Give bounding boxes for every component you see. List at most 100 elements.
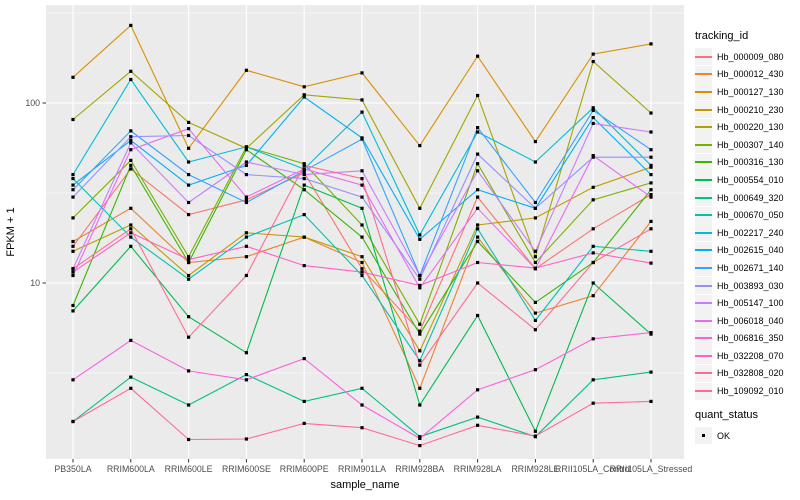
- legend-item-label: Hb_000307_140: [717, 139, 784, 150]
- data-point: [418, 403, 422, 407]
- data-point: [302, 213, 306, 217]
- data-point: [591, 59, 595, 64]
- legend-item-hb_000220_130: Hb_000220_130: [695, 118, 799, 136]
- data-point: [591, 154, 595, 158]
- data-point: [649, 219, 653, 223]
- data-point: [129, 227, 133, 231]
- data-point: [476, 206, 480, 210]
- data-point: [533, 434, 537, 438]
- legend-key-swatch: [695, 153, 712, 171]
- data-point: [302, 357, 306, 361]
- legend-item-hb_000012_430: Hb_000012_430: [695, 65, 799, 84]
- legend-key-line-icon: [695, 390, 712, 393]
- legend-key-line-icon: [695, 73, 712, 76]
- data-point: [302, 264, 306, 268]
- data-point: [418, 286, 422, 290]
- data-point: [649, 370, 653, 374]
- legend-item-label: Hb_000012_430: [717, 69, 784, 80]
- data-point: [533, 429, 537, 433]
- data-point: [129, 167, 133, 171]
- data-point: [360, 169, 364, 173]
- data-point: [244, 273, 248, 278]
- legend-item-label: Hb_109092_010: [717, 386, 784, 397]
- plot-panel: [46, 5, 684, 459]
- legend-item-hb_006018_040: Hb_006018_040: [695, 312, 799, 330]
- legend-key-line-icon: [695, 90, 712, 93]
- data-point: [476, 195, 480, 199]
- data-point: [129, 129, 133, 133]
- legend-title-quant-status: quant_status: [695, 408, 758, 421]
- legend-item-hb_000649_320: Hb_000649_320: [695, 189, 799, 207]
- x-axis-title: sample_name: [330, 479, 399, 491]
- legend-key-line-icon: [695, 55, 712, 58]
- legend-item-label: Hb_002217_240: [717, 227, 784, 238]
- data-point: [71, 239, 75, 244]
- data-point: [71, 419, 75, 424]
- data-point: [591, 108, 595, 112]
- data-point: [71, 270, 75, 274]
- data-point: [649, 399, 653, 403]
- x-tick-label: RRIM901LA: [338, 464, 386, 474]
- data-point: [533, 140, 537, 144]
- data-point: [649, 193, 653, 197]
- legend-item-label: OK: [717, 430, 731, 441]
- data-point: [360, 223, 364, 227]
- data-point: [533, 206, 537, 210]
- legend-key-line-icon: [695, 143, 712, 146]
- data-point: [187, 213, 191, 217]
- y-tick-label: 10: [30, 278, 40, 288]
- data-point: [187, 183, 191, 187]
- data-point: [187, 120, 191, 124]
- data-point: [533, 216, 537, 220]
- legend-key-swatch: [695, 329, 712, 347]
- legend-item-hb_002217_240: Hb_002217_240: [695, 224, 799, 242]
- data-point: [71, 75, 75, 79]
- legend-item-hb_000127_130: Hb_000127_130: [695, 83, 799, 101]
- legend-key-swatch: [695, 382, 712, 400]
- legend-key-swatch: [695, 259, 712, 277]
- data-point: [129, 206, 133, 210]
- legend-key-swatch: [695, 206, 712, 224]
- data-point: [533, 255, 537, 259]
- data-point: [476, 281, 480, 285]
- data-point: [244, 145, 248, 149]
- data-point: [649, 111, 653, 115]
- data-point: [302, 93, 306, 97]
- data-point: [71, 249, 75, 253]
- data-point: [476, 415, 480, 419]
- legend-key-line-icon: [695, 214, 712, 217]
- data-point: [476, 54, 480, 58]
- legend-key-line-icon: [695, 266, 712, 269]
- data-point: [129, 158, 133, 162]
- data-point: [360, 177, 364, 181]
- legend-item-label: Hb_032208_070: [717, 350, 784, 361]
- data-point: [649, 130, 653, 134]
- data-point: [418, 349, 422, 353]
- data-point: [129, 141, 133, 145]
- data-point: [533, 200, 537, 205]
- data-point: [418, 206, 422, 210]
- legend-key-line-icon: [695, 126, 712, 129]
- data-point: [649, 249, 653, 253]
- data-point: [71, 303, 75, 308]
- data-point: [533, 160, 537, 164]
- data-point: [591, 294, 595, 298]
- legend-key-swatch: [695, 171, 712, 189]
- data-point: [187, 437, 191, 442]
- data-point: [360, 273, 364, 278]
- data-point: [476, 188, 480, 192]
- data-point: [591, 52, 595, 56]
- legend-item-label: Hb_002671_140: [717, 262, 784, 273]
- data-point: [244, 195, 248, 199]
- data-point: [476, 169, 480, 173]
- data-point: [302, 167, 306, 171]
- data-point: [244, 244, 248, 248]
- data-point: [649, 188, 653, 192]
- legend-key-swatch: [695, 136, 712, 154]
- data-point: [129, 244, 133, 248]
- legend-key-swatch: [695, 364, 712, 382]
- data-point: [360, 386, 364, 390]
- data-point: [71, 195, 75, 199]
